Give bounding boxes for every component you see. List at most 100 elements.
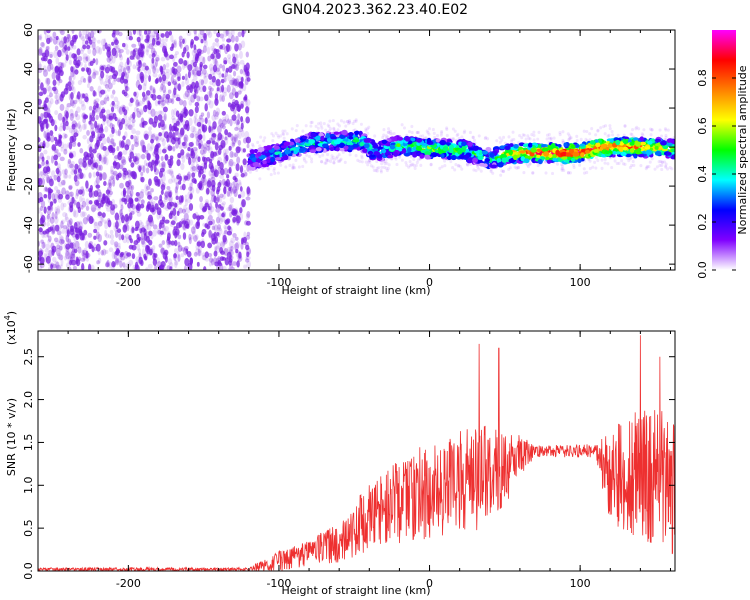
spectrogram-noise-blob	[48, 249, 53, 258]
spectrogram-noise-blob	[48, 178, 54, 187]
spectrogram-halo-blob	[600, 158, 604, 162]
spectrogram-noise-blob	[209, 206, 215, 213]
spectrogram-noise-blob	[129, 200, 133, 207]
spectrogram-halo-blob	[317, 122, 321, 126]
spectrogram-noise-blob	[236, 241, 240, 249]
spectrogram-noise-blob	[196, 261, 200, 267]
spectrogram-noise-blob	[98, 194, 102, 203]
spectrogram-noise-blob	[205, 145, 211, 151]
spectrogram-halo-blob	[660, 134, 664, 138]
spectrogram-halo-blob	[604, 124, 608, 128]
spectrogram-noise-blob	[58, 234, 64, 241]
spectrogram-noise-blob	[128, 173, 131, 180]
spectrogram-noise-blob	[124, 174, 129, 179]
spectrogram-noise-blob	[240, 122, 244, 130]
spectrogram-noise-blob	[127, 65, 131, 74]
spectrogram-noise-blob	[136, 152, 141, 161]
spectrogram-noise-blob	[62, 46, 66, 53]
spectrogram-noise-blob	[210, 45, 215, 51]
spectrogram-noise-blob	[162, 247, 166, 255]
spectrogram-noise-blob	[230, 140, 235, 149]
spectrogram-halo-blob	[532, 130, 536, 134]
spectrogram-noise-blob	[237, 130, 243, 140]
spectrogram-noise-blob	[114, 45, 118, 53]
spectrogram-noise-blob	[227, 160, 234, 169]
spectrogram-noise-blob	[201, 177, 205, 184]
spectrogram-noise-blob	[115, 257, 120, 266]
spectrogram-noise-blob	[129, 55, 135, 60]
spectrogram-noise-blob	[203, 75, 208, 85]
spectrogram-ridge-blob	[363, 143, 370, 149]
spectrogram-noise-blob	[46, 221, 50, 227]
spectrogram-noise-blob	[107, 87, 111, 92]
spectrogram-ridge-blob	[362, 148, 368, 153]
spectrogram-noise-blob	[177, 254, 181, 262]
spectrogram-noise-blob	[215, 201, 219, 209]
spectrogram-noise-blob	[139, 71, 144, 80]
spectrogram-noise-blob	[68, 191, 73, 197]
spectrogram-noise-blob	[245, 106, 250, 114]
spectrogram-noise-blob	[151, 159, 155, 166]
spectrogram-noise-blob	[175, 181, 179, 191]
spectrogram-halo-blob	[552, 136, 556, 140]
spectrogram-halo-blob	[453, 129, 457, 133]
spectrogram-ridge-blob	[367, 150, 374, 155]
spectrogram-noise-blob	[215, 67, 221, 72]
spectrogram-ridge-blob	[622, 139, 629, 144]
spectrogram-noise-blob	[103, 81, 108, 87]
spectrogram-noise-blob	[222, 193, 226, 200]
spectrogram-ridge-blob	[290, 138, 295, 143]
spectrogram-noise-blob	[172, 207, 177, 216]
spectrogram-noise-blob	[177, 152, 182, 159]
spectrogram-noise-blob	[143, 30, 148, 35]
spectrogram-noise-blob	[55, 167, 60, 175]
spectrogram-noise-blob	[190, 150, 196, 159]
spectrogram-noise-blob	[233, 133, 238, 142]
spectrogram-noise-blob	[226, 174, 230, 179]
spectrogram-noise-blob	[174, 186, 178, 194]
spectrogram-halo-blob	[279, 163, 283, 167]
spectrogram-noise-blob	[47, 100, 52, 109]
spectrogram-noise-blob	[62, 203, 67, 208]
spectrogram-noise-blob	[221, 116, 227, 122]
spectrogram-noise-blob	[70, 197, 76, 203]
spectrogram-ridge-blob	[527, 142, 533, 148]
spectrogram-noise-blob	[177, 137, 181, 145]
spectrogram-ridge-blob	[404, 136, 411, 142]
spectrogram-halo-blob	[379, 168, 383, 173]
spectrogram-noise-blob	[149, 85, 153, 91]
spectrogram-noise-blob	[98, 154, 102, 162]
spectrogram-noise-blob	[161, 123, 167, 131]
spectrogram-noise-blob	[140, 153, 146, 160]
spectrogram-noise-blob	[178, 58, 184, 65]
spectrogram-noise-blob	[51, 86, 57, 92]
spectrogram-halo-blob	[431, 127, 435, 132]
spectrogram-ridge-blob	[481, 150, 489, 155]
spectrogram-noise-blob	[95, 58, 99, 66]
spectrogram-noise-blob	[157, 100, 161, 105]
spectrogram-noise-blob	[211, 47, 216, 53]
spectrogram-noise-blob	[143, 159, 147, 167]
spectrogram-noise-blob	[91, 116, 96, 122]
spectrogram-noise-blob	[227, 102, 232, 108]
spectrogram-noise-blob	[40, 239, 44, 244]
spectrogram-noise-blob	[145, 231, 151, 238]
spectrogram-noise-blob	[103, 97, 107, 105]
spectrogram-noise-blob	[119, 164, 124, 170]
spectrogram-noise-blob	[51, 248, 55, 256]
spectrogram-noise-blob	[245, 136, 251, 144]
spectrogram-noise-blob	[56, 163, 61, 169]
spectrogram-halo-blob	[271, 134, 275, 138]
spectrogram-noise-blob	[108, 176, 113, 182]
spectrogram-noise-blob	[88, 105, 93, 111]
spectrogram-ridge-blob	[561, 156, 568, 160]
spectrogram-noise-blob	[161, 130, 166, 138]
spectrogram-noise-blob	[227, 54, 232, 60]
spectrogram-noise-blob	[215, 107, 221, 116]
spectrogram-noise-blob	[119, 209, 123, 216]
spectrogram-noise-blob	[199, 195, 203, 203]
spectrogram-noise-blob	[85, 180, 89, 189]
spectrogram-noise-blob	[221, 73, 225, 78]
spectrogram-halo-blob	[425, 129, 429, 133]
spectrogram-noise-blob	[234, 126, 239, 131]
